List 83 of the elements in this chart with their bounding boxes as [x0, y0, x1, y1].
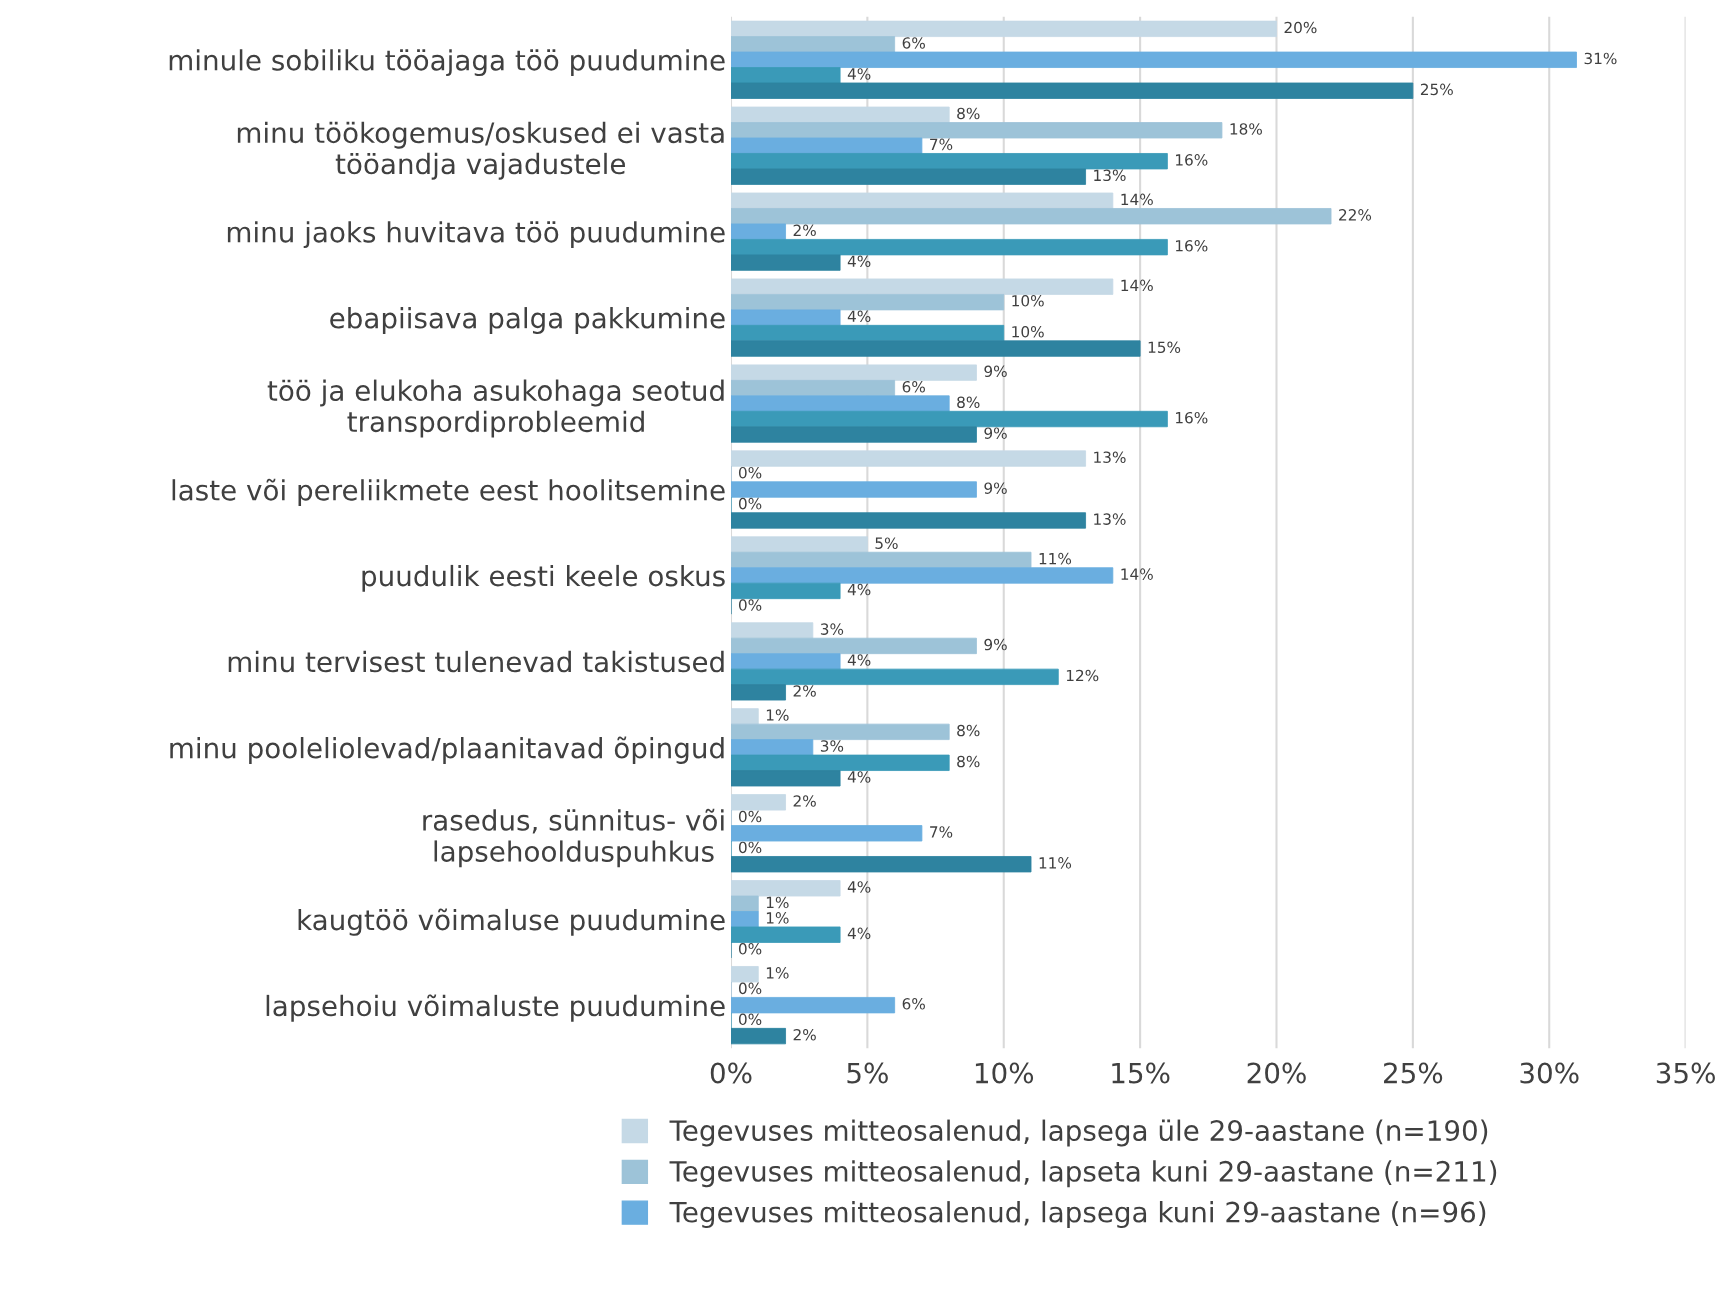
data-label: 0% — [738, 599, 762, 611]
data-label: 2% — [793, 1028, 816, 1041]
y-tick-label: laste või pereliikmete eest hoolitsemine — [172, 478, 725, 507]
data-label: 0% — [738, 466, 762, 479]
data-label: 9% — [984, 365, 1007, 378]
x-tick-label: 10% — [975, 1062, 1034, 1084]
x-tick-label: 0% — [710, 1062, 752, 1084]
data-label: 2% — [793, 795, 816, 807]
data-label: 4% — [847, 310, 871, 323]
y-tick-label: minu töökogemus/oskused ei vasta tööandja vajadustele — [237, 121, 724, 180]
data-label: 15% — [1148, 341, 1181, 353]
data-label: 1% — [766, 967, 789, 979]
data-label: 7% — [930, 138, 953, 151]
data-label: 16% — [1176, 240, 1208, 252]
data-label: 0% — [738, 841, 762, 854]
y-tick-label: puudulik eesti keele oskus — [362, 564, 725, 592]
data-label: 13% — [1094, 451, 1126, 463]
y-tick-label: minu jaoks huvitava töö puudumine — [227, 221, 725, 249]
data-label: 0% — [738, 943, 762, 955]
data-label: 22% — [1339, 209, 1372, 221]
data-label: 10% — [1012, 325, 1044, 338]
x-tick-label: 20% — [1247, 1062, 1306, 1084]
data-label: 3% — [820, 623, 844, 635]
data-label: 9% — [984, 427, 1007, 439]
data-label: 5% — [875, 537, 898, 549]
data-label: 1% — [766, 912, 789, 924]
data-label: 0% — [738, 1013, 762, 1026]
y-tick-label: lapsehoiu võimaluste puudumine — [266, 994, 725, 1022]
data-label: 8% — [957, 107, 980, 120]
data-label: 0% — [738, 982, 762, 995]
data-label: 13% — [1094, 513, 1126, 525]
y-tick-label: kaugtöö võimaluse puudumine — [298, 908, 725, 936]
data-label: 14% — [1121, 279, 1153, 292]
x-tick-label: 5% — [847, 1062, 888, 1084]
data-label: 7% — [930, 826, 953, 838]
x-tick-label: 35% — [1656, 1062, 1715, 1084]
x-tick-label: 30% — [1520, 1062, 1579, 1084]
data-label: 1% — [766, 709, 789, 721]
y-tick-label: minu tervisest tulenevad takistused — [228, 650, 724, 673]
data-label: 8% — [957, 755, 980, 768]
data-label: 2% — [793, 224, 816, 237]
data-label: 20% — [1284, 21, 1317, 34]
y-tick-label: rasedus, sünnitus- või lapsehoolduspuhkus — [423, 808, 724, 868]
data-label: 8% — [957, 724, 980, 737]
data-label: 11% — [1039, 857, 1072, 869]
data-label: 2% — [793, 685, 816, 697]
data-label: 13% — [1094, 169, 1126, 182]
data-label: 4% — [847, 68, 871, 80]
data-label: 6% — [902, 998, 925, 1010]
data-label: 1% — [766, 896, 789, 909]
data-label: 11% — [1039, 552, 1072, 565]
y-tick-label: töö ja elukoha asukohaga seotud transpordiprobleemid — [267, 379, 724, 438]
data-label: 4% — [847, 881, 871, 893]
data-label: 4% — [847, 927, 871, 940]
data-label: 16% — [1176, 154, 1208, 166]
data-label: 4% — [847, 771, 871, 783]
data-label: 0% — [738, 497, 762, 510]
legend-label: Tegevuses mitteosalenud, lapsega üle 29-aastane (n=190) — [669, 1119, 1488, 1147]
y-tick-label: minu pooleliolevad/plaanitavad õpingud — [170, 736, 724, 764]
data-label: 31% — [1584, 52, 1617, 65]
x-tick-label: 25% — [1384, 1062, 1443, 1084]
legend-label: Tegevuses mitteosalenud, lapsega kuni 29-aastane (n=96) — [669, 1201, 1486, 1228]
data-label: 6% — [902, 380, 925, 393]
data-label: 8% — [957, 396, 980, 408]
data-label: 12% — [1066, 669, 1099, 682]
data-label: 9% — [984, 482, 1007, 494]
data-label: 4% — [847, 654, 871, 666]
data-label: 9% — [984, 638, 1007, 651]
data-label: 4% — [847, 583, 871, 596]
data-label: 3% — [820, 740, 844, 752]
data-label: 14% — [1121, 568, 1153, 580]
data-label: 16% — [1176, 411, 1208, 424]
data-label: 0% — [738, 810, 762, 823]
data-label: 14% — [1121, 193, 1153, 206]
data-label: 25% — [1420, 83, 1453, 96]
data-label: 10% — [1012, 295, 1044, 307]
y-tick-label: ebapiisava palga pakkumine — [330, 307, 725, 334]
data-label: 18% — [1230, 123, 1262, 135]
data-label: 4% — [847, 255, 871, 268]
legend-label: Tegevuses mitteosalenud, lapseta kuni 29-aastane (n=211) — [669, 1160, 1497, 1188]
x-tick-label: 15% — [1112, 1062, 1170, 1084]
y-tick-label: minule sobiliku tööajaga töö puudumine — [169, 49, 725, 77]
data-label: 6% — [902, 37, 925, 49]
